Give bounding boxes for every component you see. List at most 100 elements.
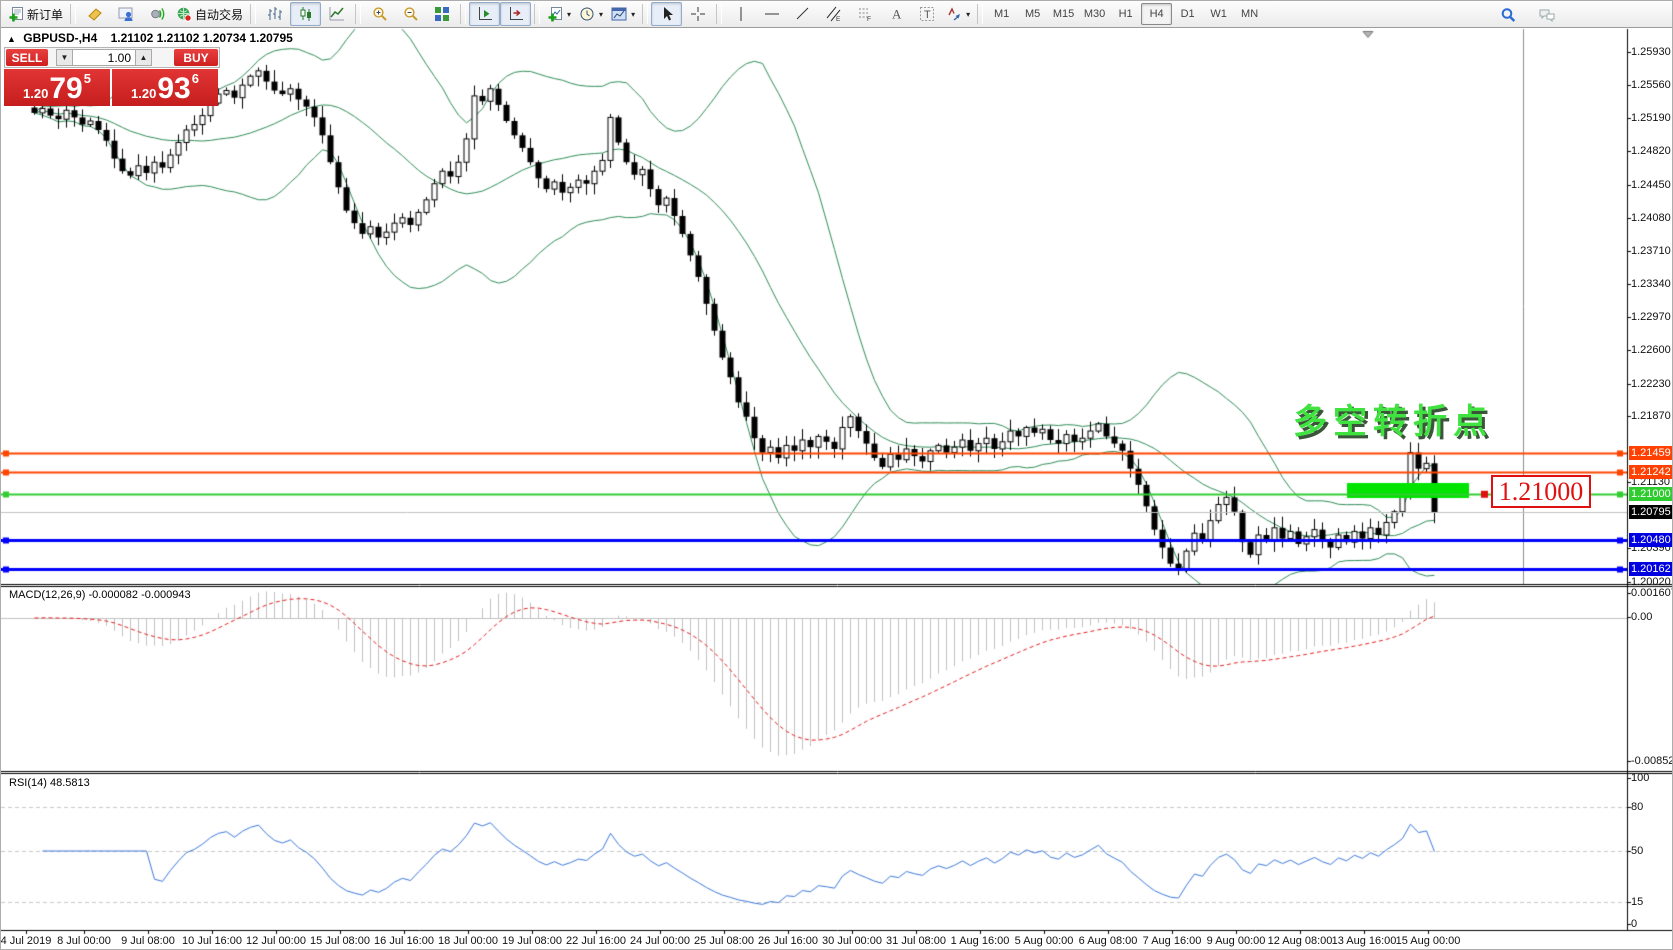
cursor-button[interactable] xyxy=(651,2,683,26)
time-tick-label: 15 Jul 08:00 xyxy=(310,935,370,947)
text-icon: A xyxy=(888,6,904,22)
price-tick-label: 1.25560 xyxy=(1631,79,1671,92)
candlestick-icon xyxy=(298,6,314,22)
rsi-level-label: 0 xyxy=(1631,918,1638,930)
timeframe-d1-button[interactable]: D1 xyxy=(1180,8,1195,20)
crosshair-button[interactable] xyxy=(682,2,713,26)
toolbar-separator xyxy=(70,4,77,24)
dropdown-caret-icon: ▾ xyxy=(599,9,604,19)
templates-button[interactable]: ▾ xyxy=(607,2,639,26)
auto-scroll-icon xyxy=(477,6,493,22)
timeframe-w1-button[interactable]: W1 xyxy=(1210,8,1227,20)
price-line-badge: 1.20162 xyxy=(1629,561,1672,576)
autotrade-icon xyxy=(176,6,192,22)
toolbar-separator xyxy=(250,4,257,24)
zoom-in-button[interactable] xyxy=(364,2,395,26)
indicators-button[interactable]: ▾ xyxy=(543,2,575,26)
time-tick-label: 13 Aug 16:00 xyxy=(1331,935,1397,947)
clock-icon xyxy=(579,6,595,22)
alerts-button[interactable] xyxy=(141,2,172,26)
chart-shift-button[interactable] xyxy=(500,2,532,26)
toolbar-separator xyxy=(716,4,723,24)
collapse-triangle-icon[interactable]: ▲ xyxy=(7,34,16,44)
fibonacci-button[interactable]: F xyxy=(849,2,880,26)
toolbar-separator xyxy=(355,4,362,24)
profiles-button[interactable] xyxy=(110,2,141,26)
indicators-icon xyxy=(547,6,563,22)
candlestick-button[interactable] xyxy=(290,2,322,26)
tile-windows-icon xyxy=(434,6,450,22)
clear-button[interactable] xyxy=(79,2,110,26)
trendline-button[interactable] xyxy=(787,2,818,26)
sell-price-big: 79 xyxy=(49,72,83,105)
periods-button[interactable]: ▾ xyxy=(575,2,607,26)
trendline-icon xyxy=(795,6,811,22)
price-line-badge: 1.21242 xyxy=(1629,465,1672,480)
time-tick-label: 7 Aug 16:00 xyxy=(1142,935,1202,947)
timeframe-h1-button[interactable]: H1 xyxy=(1118,8,1133,20)
timeframe-mn-button[interactable]: MN xyxy=(1241,8,1259,20)
auto-trading-button[interactable]: 自动交易 xyxy=(172,2,247,26)
zoom-out-button[interactable] xyxy=(395,2,426,26)
buy-price[interactable]: 1.20 93 6 xyxy=(112,69,218,106)
vline-button[interactable] xyxy=(725,2,756,26)
time-tick-label: 30 Jul 00:00 xyxy=(822,935,882,947)
time-tick-label: 4 Jul 2019 xyxy=(0,935,52,947)
profile-icon xyxy=(118,6,134,22)
auto-scroll-button[interactable] xyxy=(469,2,501,26)
price-line-badge: 1.21459 xyxy=(1629,445,1672,460)
toolbar: 新订单 自动交易 ▾ ▾ ▾ E F A T ▾ M1 M5 M15 M30 H1 H4 D1 W1 MN xyxy=(1,1,1672,28)
template-icon xyxy=(611,6,627,22)
time-tick-label: 16 Jul 16:00 xyxy=(374,935,434,947)
timeframe-h4-button[interactable]: H4 xyxy=(1141,3,1173,25)
time-tick-label: 22 Jul 16:00 xyxy=(566,935,626,947)
turning-point-annotation[interactable]: 多空转折点 xyxy=(1293,403,1493,441)
volume-stepper: ▼ 1.00 ▲ xyxy=(56,49,152,66)
price-tick-label: 1.24080 xyxy=(1631,211,1671,224)
price-tick-label: 1.22970 xyxy=(1631,311,1671,324)
fibonacci-icon: F xyxy=(857,6,873,22)
search-button[interactable] xyxy=(1492,3,1523,27)
arrows-button[interactable]: ▾ xyxy=(942,2,974,26)
bar-chart-button[interactable] xyxy=(259,2,290,26)
chart-shift-icon xyxy=(508,6,524,22)
chat-button[interactable] xyxy=(1531,3,1562,27)
timeframe-m30-button[interactable]: M30 xyxy=(1083,8,1106,20)
sell-price-sup: 5 xyxy=(83,71,91,86)
time-tick-label: 26 Jul 16:00 xyxy=(758,935,818,947)
price-line-badge: 1.21000 xyxy=(1629,486,1672,501)
line-chart-button[interactable] xyxy=(321,2,352,26)
time-tick-label: 15 Aug 00:00 xyxy=(1395,935,1461,947)
tile-windows-button[interactable] xyxy=(426,2,457,26)
symbol-info: ▲ GBPUSD-,H4 1.21102 1.21102 1.20734 1.2… xyxy=(7,31,293,45)
timeframe-m1-button[interactable]: M1 xyxy=(993,8,1010,20)
time-tick-label: 24 Jul 00:00 xyxy=(630,935,690,947)
hline-button[interactable] xyxy=(756,2,787,26)
price-callout-label[interactable]: 1.21000 xyxy=(1491,475,1591,508)
dropdown-caret-icon: ▾ xyxy=(631,9,636,19)
channel-button[interactable]: E xyxy=(818,2,849,26)
volume-down-button[interactable]: ▼ xyxy=(56,49,73,66)
buy-price-sup: 6 xyxy=(191,71,199,86)
timeframe-m15-button[interactable]: M15 xyxy=(1052,8,1075,20)
volume-field[interactable]: 1.00 xyxy=(73,49,135,66)
timeframe-m5-button[interactable]: M5 xyxy=(1024,8,1041,20)
line-chart-icon xyxy=(329,6,345,22)
text-label-button[interactable]: T xyxy=(911,2,942,26)
buy-button[interactable]: BUY xyxy=(174,49,218,66)
macd-label: MACD(12,26,9) -0.000082 -0.000943 xyxy=(9,589,191,601)
sell-price[interactable]: 1.20 79 5 xyxy=(4,69,110,106)
hline-icon xyxy=(764,6,780,22)
time-tick-label: 19 Jul 08:00 xyxy=(502,935,562,947)
new-order-button[interactable]: 新订单 xyxy=(4,2,67,26)
volume-up-button[interactable]: ▲ xyxy=(135,49,152,66)
vline-icon xyxy=(733,6,749,22)
time-tick-label: 31 Jul 08:00 xyxy=(886,935,946,947)
text-button[interactable]: A xyxy=(880,2,911,26)
time-tick-label: 1 Aug 16:00 xyxy=(950,935,1010,947)
zoom-in-icon xyxy=(372,6,388,22)
sell-button[interactable]: SELL xyxy=(6,49,48,66)
time-tick-label: 10 Jul 16:00 xyxy=(182,935,242,947)
time-tick-label: 12 Jul 00:00 xyxy=(246,935,306,947)
